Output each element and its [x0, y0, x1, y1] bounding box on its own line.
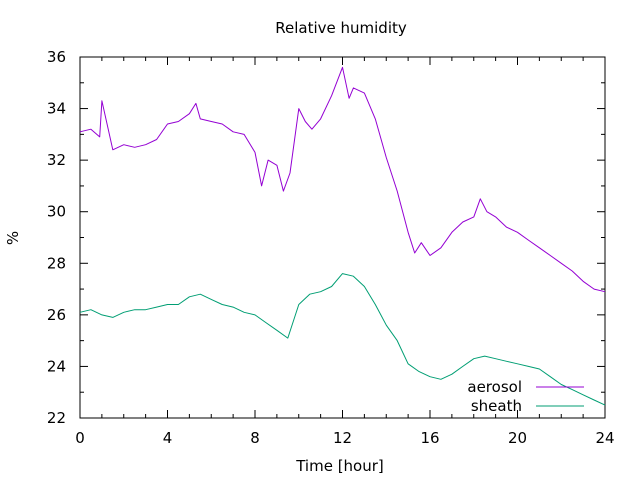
y-tick-label: 24 [47, 357, 66, 375]
y-tick-label: 34 [47, 100, 66, 118]
x-tick-label: 12 [333, 429, 352, 447]
x-axis-label: Time [hour] [295, 457, 384, 475]
x-tick-label: 24 [595, 429, 614, 447]
legend: aerosol sheath [467, 378, 584, 415]
y-tick-labels: 22 24 26 28 30 32 34 36 [47, 48, 66, 427]
x-tick-label: 16 [420, 429, 439, 447]
series-line-aerosol [79, 66, 606, 293]
y-tick-label: 32 [47, 151, 66, 169]
series-lines [79, 66, 606, 406]
y-axis-label: % [4, 231, 22, 245]
x-tick-label: 8 [250, 429, 260, 447]
y-tick-label: 26 [47, 306, 66, 324]
x-tick-label: 4 [163, 429, 173, 447]
y-tick-label: 30 [47, 203, 66, 221]
legend-label-aerosol: aerosol [467, 378, 522, 396]
x-tick-labels: 0 4 8 12 16 20 24 [75, 429, 614, 447]
y-tick-label: 36 [47, 48, 66, 66]
legend-label-sheath: sheath [471, 397, 522, 415]
axis-ticks [79, 56, 606, 419]
y-tick-label: 22 [47, 409, 66, 427]
x-tick-label: 0 [75, 429, 85, 447]
y-tick-label: 28 [47, 254, 66, 272]
chart-title: Relative humidity [275, 19, 407, 37]
plot-frame [79, 56, 606, 419]
series-line-sheath [79, 273, 606, 406]
x-tick-label: 20 [508, 429, 527, 447]
